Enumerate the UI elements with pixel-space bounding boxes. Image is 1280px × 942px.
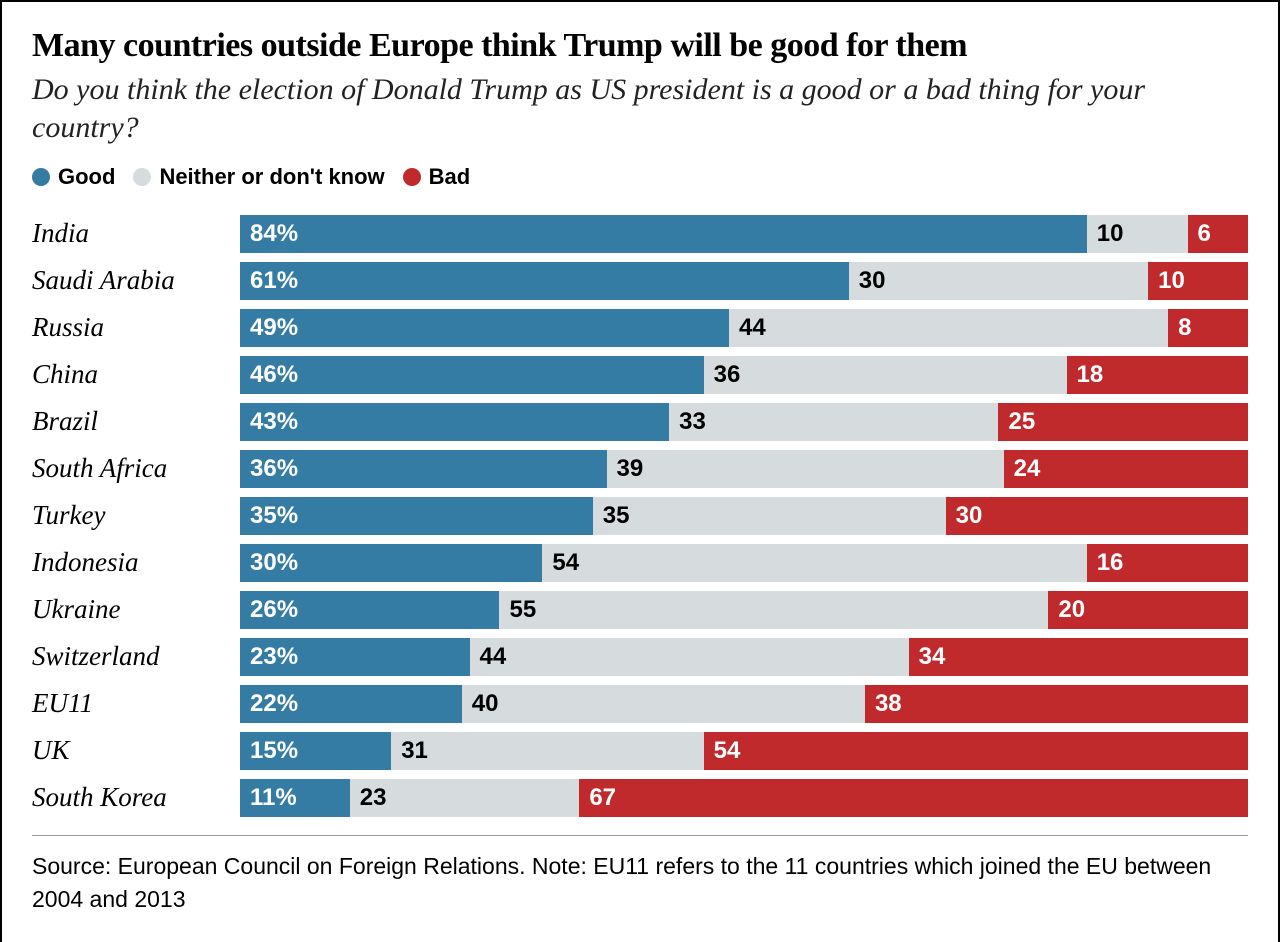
bar-segment-bad: 10	[1148, 262, 1248, 300]
bar-segment-good: 36%	[240, 450, 607, 488]
bar-segment-good: 49%	[240, 309, 729, 347]
bar-segment-bad: 18	[1067, 356, 1248, 394]
bar-segment-good: 30%	[240, 544, 542, 582]
bar-segment-neither: 31	[391, 732, 703, 770]
bar-segment-bad: 16	[1087, 544, 1248, 582]
bar-segment-neither: 36	[704, 356, 1067, 394]
country-label: Switzerland	[32, 641, 240, 672]
chart-row: Russia49%448	[32, 304, 1248, 351]
chart-row: Brazil43%3325	[32, 398, 1248, 445]
bar: 46%3618	[240, 356, 1248, 394]
chart-subtitle: Do you think the election of Donald Trum…	[32, 71, 1248, 146]
chart-row: UK15%3154	[32, 727, 1248, 774]
bar-segment-good: 15%	[240, 732, 391, 770]
bar: 15%3154	[240, 732, 1248, 770]
bar-segment-bad: 6	[1188, 215, 1248, 253]
bar-segment-good: 22%	[240, 685, 462, 723]
bar-segment-good: 61%	[240, 262, 849, 300]
bar: 22%4038	[240, 685, 1248, 723]
chart-row: Ukraine26%5520	[32, 586, 1248, 633]
bar-segment-good: 43%	[240, 403, 669, 441]
bar: 43%3325	[240, 403, 1248, 441]
bar: 23%4434	[240, 638, 1248, 676]
country-label: Brazil	[32, 406, 240, 437]
bar-segment-good: 11%	[240, 779, 350, 817]
chart-title: Many countries outside Europe think Trum…	[32, 26, 1248, 65]
chart-legend: Good Neither or don't know Bad	[32, 164, 1248, 190]
bar-segment-bad: 34	[909, 638, 1248, 676]
bar-segment-neither: 44	[470, 638, 909, 676]
bar-segment-neither: 54	[542, 544, 1086, 582]
country-label: Russia	[32, 312, 240, 343]
bar-segment-good: 26%	[240, 591, 499, 629]
chart-row: Indonesia30%5416	[32, 539, 1248, 586]
chart-frame: Many countries outside Europe think Trum…	[0, 0, 1280, 942]
bar-segment-bad: 25	[998, 403, 1248, 441]
bar: 30%5416	[240, 544, 1248, 582]
chart-row: Switzerland23%4434	[32, 633, 1248, 680]
chart-source: Source: European Council on Foreign Rela…	[32, 850, 1248, 917]
bar: 49%448	[240, 309, 1248, 347]
bar: 26%5520	[240, 591, 1248, 629]
legend-item-bad: Bad	[403, 164, 471, 190]
bar: 61%3010	[240, 262, 1248, 300]
country-label: China	[32, 359, 240, 390]
bar-segment-good: 46%	[240, 356, 704, 394]
bar-segment-bad: 24	[1004, 450, 1248, 488]
chart-row: Saudi Arabia61%3010	[32, 257, 1248, 304]
bar-segment-bad: 20	[1048, 591, 1248, 629]
bar: 36%3924	[240, 450, 1248, 488]
legend-swatch-good	[32, 168, 50, 186]
country-label: South Korea	[32, 782, 240, 813]
bar-segment-good: 84%	[240, 215, 1087, 253]
bar: 35%3530	[240, 497, 1248, 535]
chart-row: South Korea11%2367	[32, 774, 1248, 821]
chart-row: EU1122%4038	[32, 680, 1248, 727]
bar-segment-bad: 67	[579, 779, 1248, 817]
country-label: Ukraine	[32, 594, 240, 625]
bar-segment-neither: 55	[499, 591, 1048, 629]
country-label: Turkey	[32, 500, 240, 531]
chart-row: South Africa36%3924	[32, 445, 1248, 492]
country-label: UK	[32, 735, 240, 766]
bar-segment-neither: 40	[462, 685, 865, 723]
chart-row: India84%106	[32, 210, 1248, 257]
bar: 11%2367	[240, 779, 1248, 817]
legend-label-good: Good	[58, 164, 115, 190]
chart-body: India84%106Saudi Arabia61%3010Russia49%4…	[32, 210, 1248, 836]
bar-segment-bad: 30	[946, 497, 1248, 535]
bar-segment-neither: 35	[593, 497, 946, 535]
bar-segment-bad: 38	[865, 685, 1248, 723]
bar-segment-bad: 54	[704, 732, 1248, 770]
chart-row: Turkey35%3530	[32, 492, 1248, 539]
country-label: Indonesia	[32, 547, 240, 578]
country-label: Saudi Arabia	[32, 265, 240, 296]
bar-segment-neither: 33	[669, 403, 998, 441]
bar-segment-neither: 30	[849, 262, 1148, 300]
legend-label-bad: Bad	[429, 164, 471, 190]
bar-segment-bad: 8	[1168, 309, 1248, 347]
bar-segment-good: 35%	[240, 497, 593, 535]
bar-segment-neither: 10	[1087, 215, 1188, 253]
bar-segment-neither: 39	[607, 450, 1004, 488]
bar-segment-neither: 23	[350, 779, 580, 817]
bar: 84%106	[240, 215, 1248, 253]
country-label: EU11	[32, 688, 240, 719]
chart-row: China46%3618	[32, 351, 1248, 398]
country-label: South Africa	[32, 453, 240, 484]
country-label: India	[32, 218, 240, 249]
legend-item-neither: Neither or don't know	[133, 164, 384, 190]
legend-swatch-neither	[133, 168, 151, 186]
legend-label-neither: Neither or don't know	[159, 164, 384, 190]
bar-segment-good: 23%	[240, 638, 470, 676]
bar-segment-neither: 44	[729, 309, 1168, 347]
legend-swatch-bad	[403, 168, 421, 186]
legend-item-good: Good	[32, 164, 115, 190]
